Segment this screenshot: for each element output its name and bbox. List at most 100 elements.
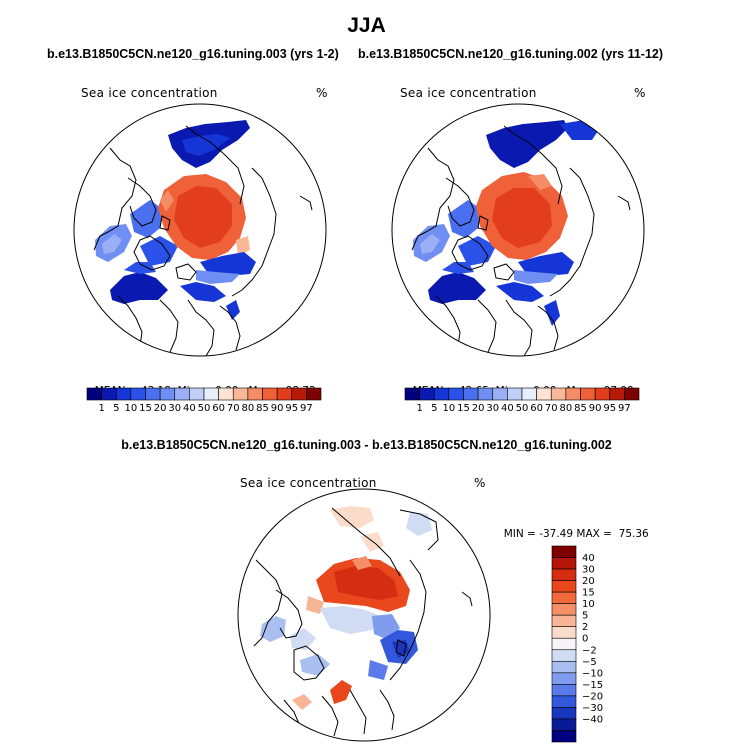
diff-colorbar-swatch bbox=[551, 718, 577, 731]
panel2-colorbar-tick-label: 80 bbox=[560, 403, 573, 414]
panel2-colorbar-swatch bbox=[419, 387, 435, 401]
diff-colorbar-tick-label: 40 bbox=[582, 553, 595, 564]
diff-colorbar-tick-label: −10 bbox=[582, 668, 603, 679]
panel1-colorbar: 1 5 10 15 20 30 40 50 60 70 80 85 90 95 97 bbox=[86, 387, 322, 414]
panel2-colorbar-swatch bbox=[507, 387, 523, 401]
diff-colorbar-tick-label: 20 bbox=[582, 576, 595, 587]
panel1-colorbar-tick-label: 20 bbox=[154, 403, 167, 414]
diff-colorbar-tick-label: −5 bbox=[582, 657, 597, 668]
panel2-colorbar-swatch bbox=[448, 387, 464, 401]
panel1-colorbar-swatch bbox=[306, 387, 322, 401]
panel2-colorbar-tick-label: 70 bbox=[545, 403, 558, 414]
panel1-colorbar-tick-label: 95 bbox=[285, 403, 298, 414]
panel1-colorbar-swatch bbox=[145, 387, 161, 401]
panel1-units-label: % bbox=[316, 86, 328, 100]
panel2-colorbar-tick-label: 40 bbox=[501, 403, 514, 414]
panel1-colorbar-swatch bbox=[203, 387, 219, 401]
panel1-colorbar-tick-label: 85 bbox=[256, 403, 269, 414]
panel1-colorbar-tick-label: 5 bbox=[113, 403, 119, 414]
diff-colorbar-tick-label: 10 bbox=[582, 599, 595, 610]
panel1-colorbar-swatch bbox=[276, 387, 293, 401]
panel1-polar-map bbox=[73, 103, 327, 357]
panel2-colorbar-swatch bbox=[609, 387, 625, 401]
panel1-colorbar-swatch bbox=[247, 387, 263, 401]
diff-colorbar-swatch bbox=[551, 730, 577, 743]
panel1-colorbar-tick-label: 70 bbox=[227, 403, 240, 414]
panel2-colorbar-tick-label: 97 bbox=[618, 403, 631, 414]
diff-colorbar-swatch bbox=[551, 672, 577, 685]
panel1-colorbar-swatch bbox=[232, 387, 249, 401]
panel2-colorbar-swatch bbox=[521, 387, 537, 401]
diff-polar-map bbox=[237, 488, 491, 742]
panel2-colorbar-swatch bbox=[536, 387, 552, 401]
diff-colorbar-tick-label: 2 bbox=[582, 622, 588, 633]
panel2-colorbar-swatch bbox=[433, 387, 450, 401]
diff-colorbar-tick-label: 0 bbox=[582, 634, 588, 645]
panel2-polar-map bbox=[391, 103, 645, 357]
panel2-colorbar-swatch bbox=[477, 387, 494, 401]
diff-colorbar-swatch bbox=[551, 626, 577, 639]
diff-colorbar-swatch bbox=[551, 557, 577, 570]
diff-colorbar-swatch bbox=[551, 695, 577, 708]
panel2-colorbar-tick-label: 5 bbox=[431, 403, 437, 414]
diff-colorbar-swatch bbox=[551, 660, 577, 674]
panel2-colorbar-tick-label: 20 bbox=[472, 403, 485, 414]
panel1-colorbar-tick-label: 97 bbox=[300, 403, 313, 414]
panel2-colorbar-swatch bbox=[463, 387, 479, 401]
panel2-colorbar-swatch bbox=[550, 387, 567, 401]
panel1-colorbar-tick-label: 30 bbox=[168, 403, 181, 414]
panel2-colorbar-tick-label: 60 bbox=[530, 403, 543, 414]
diff-colorbar-swatch bbox=[551, 614, 577, 628]
diff-colorbar-swatch bbox=[551, 707, 577, 720]
panel1-colorbar-swatch bbox=[262, 387, 278, 401]
panel1-colorbar-swatch bbox=[189, 387, 205, 401]
diff-colorbar-tick-label: −2 bbox=[582, 645, 597, 656]
diff-colorbar-swatch bbox=[551, 603, 577, 616]
panel2-colorbar-tick-label: 10 bbox=[443, 403, 456, 414]
diff-colorbar-swatch bbox=[551, 545, 577, 558]
diff-colorbar-tick-label: −40 bbox=[582, 714, 603, 725]
panel2-colorbar-swatch bbox=[492, 387, 508, 401]
page-title: JJA bbox=[347, 14, 386, 37]
panel1-colorbar-swatch bbox=[159, 387, 176, 401]
diff-colorbar-swatch bbox=[551, 684, 577, 697]
panel1-colorbar-tick-label: 60 bbox=[212, 403, 225, 414]
panel2-colorbar-tick-label: 90 bbox=[589, 403, 602, 414]
panel2-colorbar-swatch bbox=[565, 387, 581, 401]
panel2-colorbar-swatch bbox=[624, 387, 640, 401]
diff-colorbar-swatch bbox=[551, 568, 577, 581]
panel2-colorbar-swatch bbox=[404, 387, 420, 401]
panel2-colorbar-swatch bbox=[580, 387, 596, 401]
panel1-colorbar-swatch bbox=[218, 387, 234, 401]
panel1-colorbar-tick-label: 10 bbox=[125, 403, 138, 414]
diff-colorbar-tick-label: 30 bbox=[582, 565, 595, 576]
panel1-colorbar-swatch bbox=[130, 387, 146, 401]
panel1-colorbar-swatch bbox=[86, 387, 102, 401]
panel1-colorbar-tick-label: 1 bbox=[98, 403, 104, 414]
panel1-colorbar-tick-label: 50 bbox=[198, 403, 211, 414]
panel2-colorbar-tick-label: 30 bbox=[486, 403, 499, 414]
panel2-colorbar-tick-label: 85 bbox=[574, 403, 587, 414]
panel1-colorbar-swatch bbox=[101, 387, 117, 401]
panel2-units-label: % bbox=[634, 86, 646, 100]
panel1-colorbar-tick-label: 15 bbox=[139, 403, 152, 414]
diff-units-label: % bbox=[474, 476, 486, 490]
diff-case-title: b.e13.B1850C5CN.ne120_g16.tuning.003 - b… bbox=[121, 438, 612, 452]
diff-colorbar-tick-label: 5 bbox=[582, 611, 588, 622]
panel2-colorbar-swatch bbox=[594, 387, 611, 401]
diff-colorbar-swatch bbox=[551, 580, 577, 593]
diff-colorbar-swatch bbox=[551, 649, 577, 662]
diff-colorbar-swatch bbox=[551, 637, 577, 651]
panel2-colorbar-tick-label: 1 bbox=[416, 403, 422, 414]
panel2-colorbar-tick-label: 50 bbox=[516, 403, 529, 414]
panel1-colorbar-swatch bbox=[115, 387, 132, 401]
panel1-case-title: b.e13.B1850C5CN.ne120_g16.tuning.003 (yr… bbox=[47, 47, 339, 61]
diff-colorbar-tick-label: −30 bbox=[582, 703, 603, 714]
panel1-colorbar-tick-label: 40 bbox=[183, 403, 196, 414]
panel1-colorbar-swatch bbox=[174, 387, 190, 401]
panel1-colorbar-swatch bbox=[291, 387, 307, 401]
diff-colorbar-tick-label: −15 bbox=[582, 680, 603, 691]
panel2-colorbar: 1 5 10 15 20 30 40 50 60 70 80 85 90 95 97 bbox=[404, 387, 640, 414]
panel2-colorbar-tick-label: 15 bbox=[457, 403, 470, 414]
